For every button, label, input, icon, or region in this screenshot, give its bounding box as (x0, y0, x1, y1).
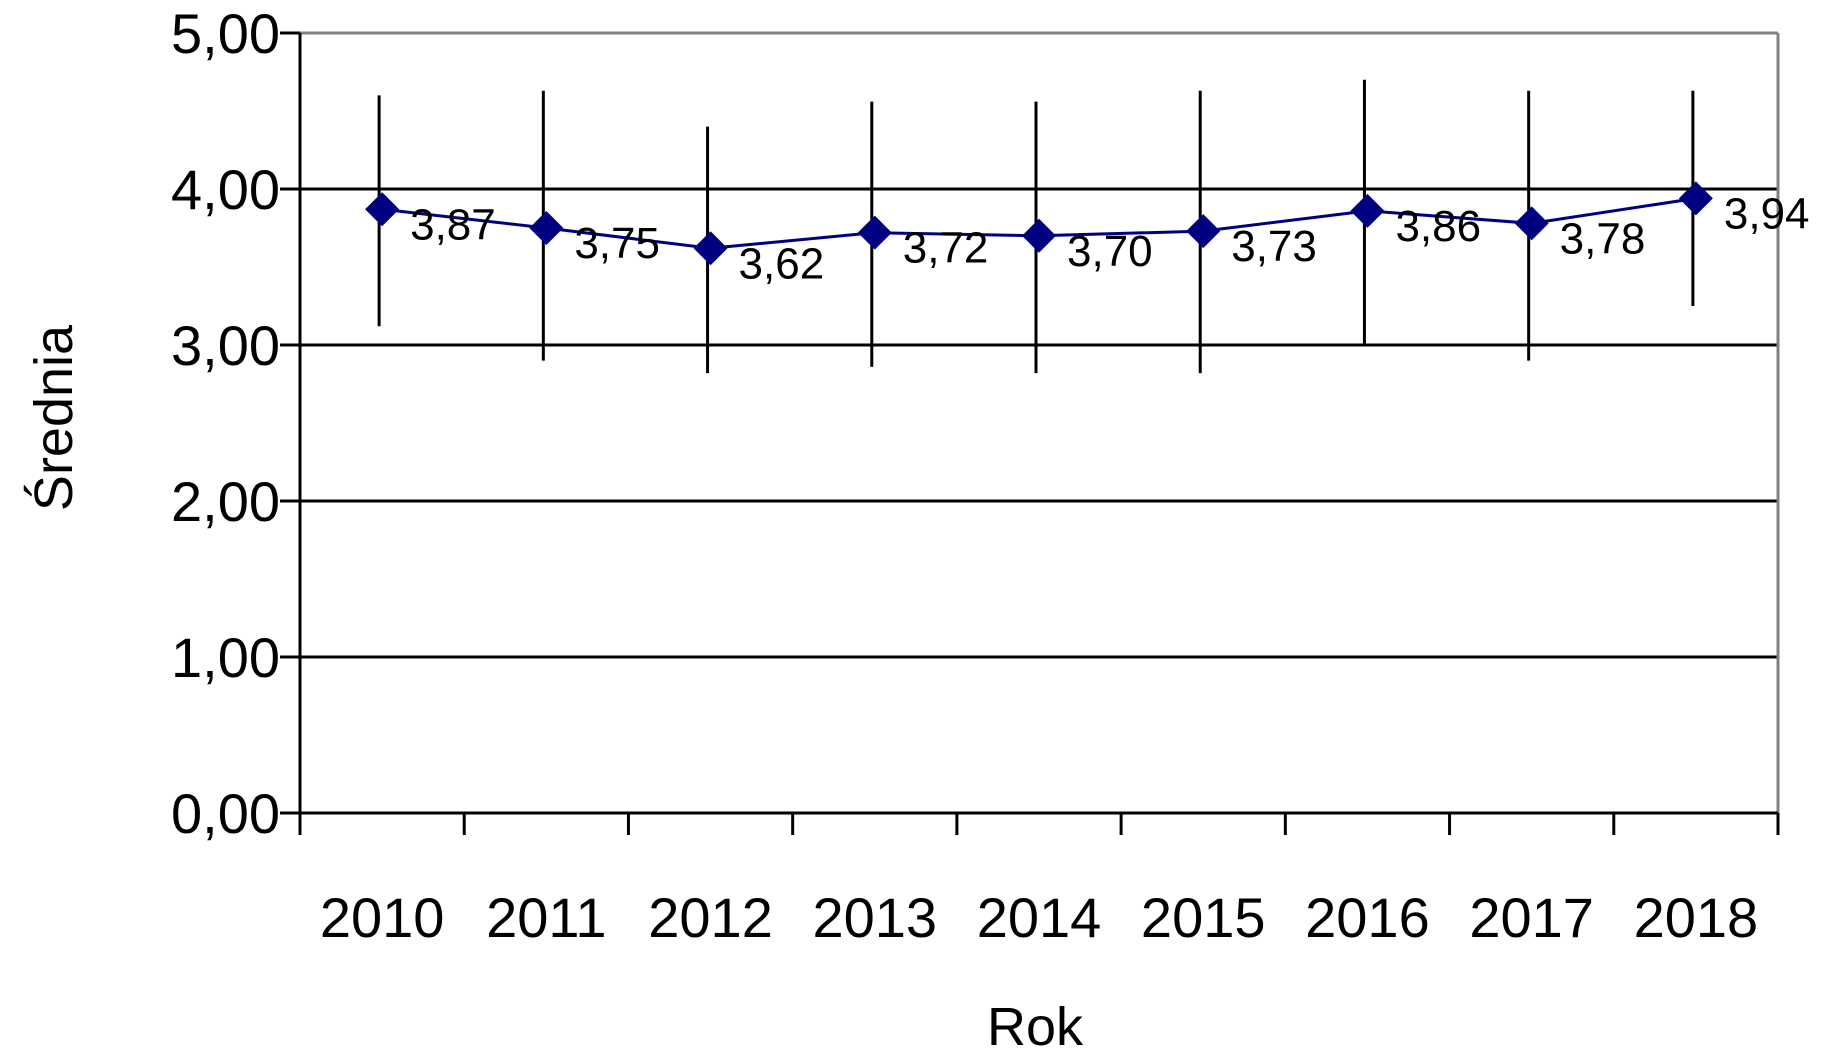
data-label: 3,62 (739, 239, 825, 288)
x-tick-label: 2010 (320, 886, 445, 949)
data-label: 3,86 (1395, 202, 1481, 251)
data-point-marker (529, 211, 564, 245)
data-label: 3,94 (1724, 189, 1810, 238)
gridlines (280, 31, 1778, 815)
y-tick-label: 1,00 (171, 626, 280, 689)
x-tick-label: 2011 (486, 886, 606, 949)
data-markers (365, 181, 1713, 266)
x-tick-labels: 2010 2011 2012 2013 2014 2015 2016 2017 2018 (320, 886, 1758, 949)
x-tick-label: 2014 (977, 886, 1102, 949)
data-label: 3,87 (410, 200, 496, 249)
data-label: 3,73 (1231, 222, 1317, 271)
data-label: 3,78 (1560, 214, 1646, 263)
data-label: 3,75 (574, 219, 660, 268)
y-tick-label: 3,00 (171, 314, 280, 377)
y-axis-title: Średnia (23, 324, 84, 511)
x-tick-label: 2016 (1305, 886, 1430, 949)
x-tick-label: 2018 (1634, 886, 1759, 949)
data-point-marker (857, 215, 892, 250)
y-tick-label: 2,00 (171, 470, 280, 533)
data-label: 3,70 (1067, 227, 1153, 276)
data-point-marker (1350, 193, 1385, 228)
x-tick-label: 2017 (1469, 886, 1594, 949)
y-tick-label: 4,00 (171, 158, 280, 221)
y-tick-labels: 0,00 1,00 2,00 3,00 4,00 5,00 (171, 2, 280, 845)
x-tick-label: 2015 (1141, 886, 1266, 949)
x-axis-title: Rok (987, 997, 1084, 1050)
plot-frame (298, 31, 1780, 835)
data-point-marker (693, 231, 728, 266)
data-point-marker (1186, 214, 1221, 249)
data-labels: 3,87 3,75 3,62 3,72 3,70 3,73 3,86 3,78 3,94 (410, 189, 1809, 288)
data-point-marker (1022, 218, 1056, 253)
y-tick-label: 5,00 (171, 2, 280, 65)
data-label: 3,72 (903, 224, 989, 273)
data-point-marker (1678, 181, 1713, 216)
y-tick-label: 0,00 (171, 782, 280, 845)
x-tick-label: 2013 (812, 886, 937, 949)
data-point-marker (365, 192, 400, 227)
data-point-marker (1514, 206, 1549, 241)
x-tick-label: 2012 (648, 886, 773, 949)
